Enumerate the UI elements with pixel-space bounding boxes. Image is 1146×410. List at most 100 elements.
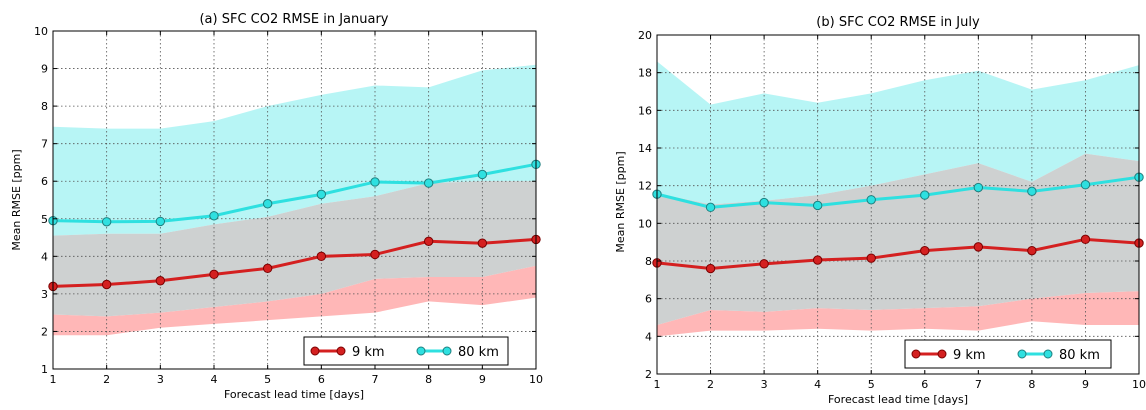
y-axis-label: Mean RMSE [ppm] <box>10 149 23 250</box>
legend: 9 km 80 km <box>303 336 509 366</box>
y-tick-label: 5 <box>41 213 48 226</box>
y-tick-label: 8 <box>645 255 652 268</box>
band-80km <box>657 61 1139 205</box>
data-point <box>920 245 930 256</box>
data-point <box>866 253 876 263</box>
x-tick-label: 2 <box>707 378 714 391</box>
x-tick-label: 1 <box>50 373 57 386</box>
legend-label: 9 km <box>352 345 385 360</box>
legend-label: 80 km <box>1059 348 1100 363</box>
y-tick-label: 12 <box>638 180 652 193</box>
data-point <box>423 178 434 188</box>
data-point <box>1080 234 1091 245</box>
data-point <box>759 259 769 269</box>
y-tick-label: 4 <box>645 330 652 343</box>
y-tick-label: 20 <box>638 29 652 42</box>
legend-swatch-marker <box>336 346 346 356</box>
band-9km <box>53 265 536 336</box>
data-point <box>973 242 984 252</box>
x-tick-label: 4 <box>814 378 821 391</box>
band-9km <box>657 291 1139 337</box>
x-axis-label: Forecast lead time [days] <box>224 388 364 401</box>
y-tick-label: 10 <box>638 217 652 230</box>
x-tick-label: 7 <box>372 373 379 386</box>
overlap-band <box>53 181 536 317</box>
legend-swatch-marker <box>442 346 452 356</box>
data-point <box>370 177 380 187</box>
legend-swatch-marker <box>937 349 947 359</box>
legend-swatch-marker <box>310 346 320 356</box>
y-tick-label: 14 <box>638 142 652 155</box>
data-point <box>101 279 112 290</box>
x-tick-label: 8 <box>425 373 432 386</box>
legend-label: 80 km <box>458 345 499 360</box>
x-tick-label: 2 <box>103 373 110 386</box>
x-tick-label: 5 <box>868 378 875 391</box>
data-point <box>316 189 327 200</box>
axes-frame <box>656 34 1140 375</box>
plot-area <box>48 30 541 370</box>
y-tick-label: 1 <box>41 363 48 376</box>
series-line-9km <box>656 237 1140 271</box>
axes-frame <box>52 30 537 370</box>
x-tick-label: 3 <box>761 378 768 391</box>
data-point <box>705 263 716 274</box>
legend-swatch-marker <box>1017 349 1027 359</box>
data-point <box>101 217 112 227</box>
x-tick-label: 4 <box>211 373 218 386</box>
legend-swatch-marker <box>1043 349 1053 359</box>
data-point <box>155 216 166 227</box>
data-point <box>866 195 876 205</box>
band-80km <box>53 64 536 236</box>
x-tick-label: 7 <box>975 378 982 391</box>
y-tick-label: 7 <box>41 138 48 151</box>
data-point <box>423 236 434 247</box>
x-tick-label: 3 <box>157 373 164 386</box>
data-point <box>920 190 930 200</box>
x-tick-label: 6 <box>318 373 325 386</box>
y-tick-label: 2 <box>645 368 652 381</box>
series-line-80km <box>52 162 537 224</box>
data-point <box>705 202 716 213</box>
data-point <box>1080 180 1091 190</box>
data-point <box>1027 186 1037 197</box>
legend-swatch-marker <box>416 346 426 356</box>
data-point <box>477 238 488 248</box>
y-tick-label: 16 <box>638 104 652 117</box>
x-tick-label: 5 <box>264 373 271 386</box>
data-point <box>262 199 273 209</box>
y-axis-label: Mean RMSE [ppm] <box>614 151 627 252</box>
series-line-9km <box>52 237 537 288</box>
data-point <box>155 276 166 286</box>
legend-label: 9 km <box>953 348 986 363</box>
data-point <box>316 251 327 262</box>
legend-box <box>904 339 1112 369</box>
chart-title: (a) SFC CO2 RMSE in January <box>199 12 388 27</box>
data-point <box>759 197 769 208</box>
y-tick-label: 8 <box>41 100 48 113</box>
overlap-band <box>657 153 1139 326</box>
y-tick-label: 2 <box>41 325 48 338</box>
chart-panel-january: (a) SFC CO2 RMSE in January Forecast lea… <box>10 12 543 401</box>
y-tick-label: 6 <box>41 175 48 188</box>
data-point <box>1027 245 1037 256</box>
data-point <box>370 249 380 260</box>
x-tick-label: 9 <box>479 373 486 386</box>
x-axis-label: Forecast lead time [days] <box>828 393 968 406</box>
data-point <box>209 211 219 221</box>
data-point <box>262 263 273 274</box>
chart-panel-july: (b) SFC CO2 RMSE in July Forecast lead t… <box>614 15 1146 406</box>
y-tick-label: 6 <box>645 293 652 306</box>
data-point <box>812 255 823 265</box>
y-tick-label: 3 <box>41 288 48 301</box>
x-tick-label: 6 <box>921 378 928 391</box>
y-tick-label: 9 <box>41 63 48 76</box>
data-point <box>477 169 488 180</box>
x-tick-label: 9 <box>1082 378 1089 391</box>
x-tick-label: 10 <box>529 373 543 386</box>
plot-area <box>652 34 1144 375</box>
data-point <box>209 269 219 280</box>
x-tick-label: 1 <box>654 378 661 391</box>
legend: 9 km 80 km <box>904 339 1112 369</box>
